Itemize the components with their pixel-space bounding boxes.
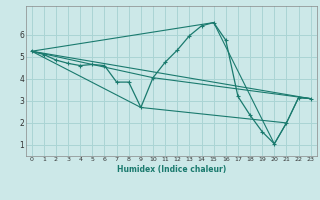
X-axis label: Humidex (Indice chaleur): Humidex (Indice chaleur) bbox=[116, 165, 226, 174]
